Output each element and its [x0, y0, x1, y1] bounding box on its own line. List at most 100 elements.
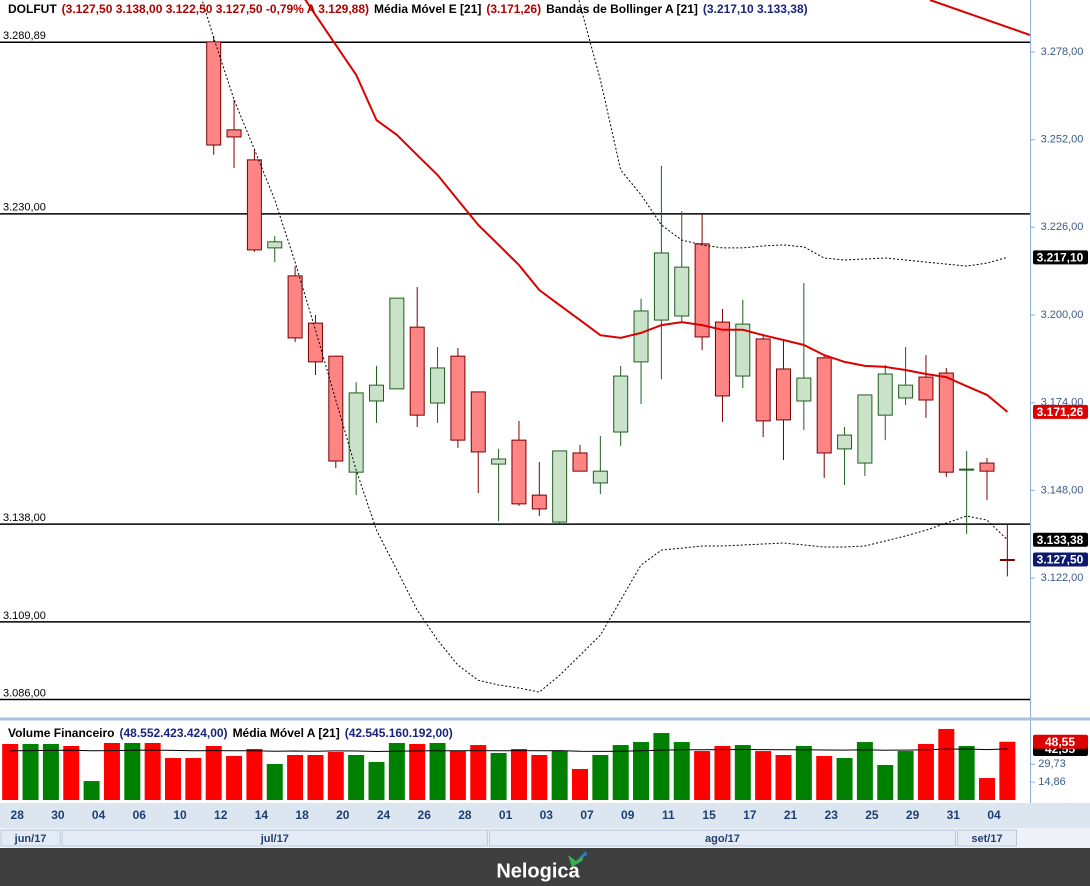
candle-body	[633, 310, 649, 363]
volume-bar	[429, 743, 446, 800]
x-tick-label: 06	[133, 808, 147, 822]
volume-bar	[83, 781, 100, 800]
volume-bar	[856, 742, 873, 800]
volume-bar	[592, 755, 609, 800]
y-tick-label: 3.278,00	[1041, 46, 1084, 58]
volume-bar	[490, 752, 507, 800]
x-tick-label: 12	[214, 808, 228, 822]
volume-bar	[531, 755, 548, 800]
volume-bar	[551, 751, 568, 800]
volume-bar	[795, 746, 812, 800]
month-label: jun/17	[14, 833, 47, 845]
volume-bar	[612, 745, 629, 800]
volume-bar	[246, 749, 263, 800]
candle-body	[959, 468, 975, 471]
logo-mark	[568, 851, 586, 867]
candle-body	[714, 321, 730, 397]
month-box	[956, 829, 1018, 847]
volume-bar	[510, 749, 527, 800]
month-label: jul/17	[260, 833, 289, 845]
volume-bar	[63, 746, 80, 800]
x-tick-label: 25	[865, 808, 879, 822]
x-tick-label: 21	[784, 808, 798, 822]
volume-bar	[185, 758, 202, 800]
candle-body	[552, 450, 568, 523]
y-tick-label: 3.252,00	[1041, 134, 1084, 146]
candle-body	[735, 323, 751, 377]
brand: Nelogica	[496, 860, 580, 882]
x-tick-label: 04	[92, 808, 106, 822]
date-axis	[0, 803, 1090, 828]
level-label: 3.109,00	[3, 610, 46, 622]
x-tick-label: 31	[947, 808, 961, 822]
y-tick-label: 3.122,00	[1041, 572, 1084, 584]
volume-legend: Volume Financeiro (48.552.423.424,00) Médi…	[8, 726, 453, 740]
volume-bar	[2, 743, 19, 800]
x-tick-label: 04	[987, 808, 1001, 822]
volume-bar	[409, 743, 426, 800]
legend-text: (3.171,26)	[486, 2, 541, 16]
volume-bar	[999, 741, 1016, 800]
candle-body	[511, 439, 527, 505]
y-tick-label: 3.226,00	[1041, 221, 1084, 233]
candle-body	[491, 458, 507, 465]
x-tick-label: 01	[499, 808, 513, 822]
trend-line	[929, 0, 1030, 36]
month-box	[61, 829, 488, 847]
candle-body	[531, 494, 547, 510]
volume-bar	[572, 769, 588, 800]
volume-bar	[22, 743, 39, 800]
x-tick-label: 28	[11, 808, 25, 822]
volume-bar	[836, 758, 853, 800]
volume-bar	[816, 755, 833, 800]
volume-bar	[327, 752, 344, 800]
volume-bar	[103, 743, 120, 800]
price-plot	[0, 0, 1030, 701]
candle-body	[837, 434, 853, 450]
x-tick-label: 07	[580, 808, 594, 822]
candle-body	[877, 373, 893, 416]
candle-body	[430, 367, 446, 404]
month-box	[0, 829, 61, 847]
level-label: 3.230,00	[3, 202, 46, 214]
price-tag	[1033, 552, 1088, 567]
month-label: ago/17	[705, 833, 740, 845]
volume-bar	[633, 742, 650, 800]
x-tick-label: 11	[662, 808, 675, 822]
volume-bar	[775, 755, 792, 800]
candle-body	[267, 241, 283, 249]
x-tick-label: 20	[336, 808, 350, 822]
price-legend: DOLFUT (3.127,50 3.138,00 3.122,50 3.127,…	[8, 2, 808, 16]
candle-body	[409, 326, 425, 416]
volume-bar	[653, 733, 670, 800]
candle-body	[369, 384, 384, 402]
legend-text: Média Móvel E [21]	[374, 2, 481, 16]
volume-bar	[958, 746, 975, 800]
volume-bar	[714, 746, 731, 800]
candle-body	[674, 266, 690, 317]
price-tag-label: 3.171,26	[1037, 405, 1084, 419]
x-tick-label: 18	[295, 808, 309, 822]
price-tag	[1033, 532, 1088, 547]
axes: 3.122,003.148,003.174,003.200,003.226,00…	[0, 30, 1088, 847]
candle-body	[653, 252, 669, 321]
x-tick-label: 03	[540, 808, 554, 822]
price-tag-label: 3.133,38	[1037, 533, 1084, 547]
bollinger-upper	[578, 0, 1008, 267]
volume-bar	[307, 755, 324, 800]
price-tag-label: 3.127,50	[1037, 553, 1084, 567]
volume-bar	[734, 745, 751, 800]
price-tag-label: 48,55	[1045, 735, 1075, 749]
volume-bar	[124, 743, 141, 800]
candle-body	[328, 355, 344, 462]
volume-bar	[266, 764, 283, 800]
level-label: 3.086,00	[3, 687, 46, 699]
footer-bar	[0, 848, 1090, 886]
candle-body	[979, 462, 995, 472]
y-tick-label: 3.200,00	[1041, 309, 1084, 321]
volume-bar	[673, 742, 690, 800]
candle-body	[592, 470, 608, 484]
candle-body	[613, 375, 629, 433]
x-tick-label: 10	[173, 808, 187, 822]
